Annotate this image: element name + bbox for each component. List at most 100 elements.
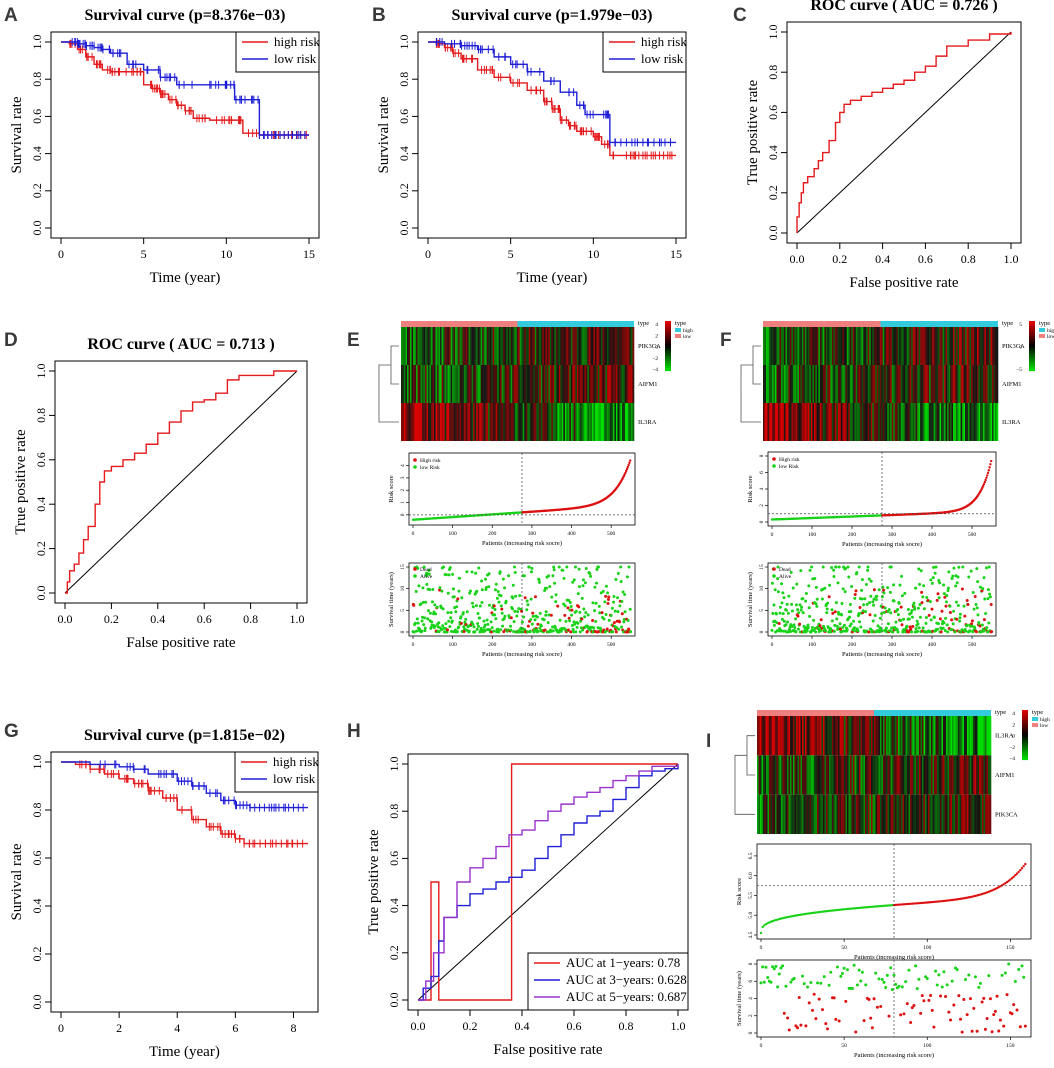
heat-cell <box>788 794 791 834</box>
surv-y-tick-label: 10 <box>400 586 406 592</box>
survival-point <box>957 565 961 569</box>
heat-cell <box>926 794 929 834</box>
heat-cell <box>867 403 870 441</box>
panel-H: 0.0 0.2 0.4 0.6 0.8 1.00.00.20.40.60.81.0Fals… <box>366 753 689 1058</box>
heat-cell <box>968 755 971 795</box>
heat-cell <box>776 794 779 834</box>
heat-cell <box>494 327 497 365</box>
survival-point <box>462 629 466 633</box>
heat-cell <box>879 327 882 365</box>
heat-cell <box>929 755 932 795</box>
survival-point <box>551 629 555 633</box>
heat-cell <box>908 327 910 365</box>
heat-cell <box>807 365 810 403</box>
heat-cell <box>950 403 952 441</box>
heat-cell <box>821 794 824 834</box>
heat-cell <box>509 403 512 441</box>
heat-cell <box>801 327 804 365</box>
heat-cell <box>929 403 931 441</box>
survival-point <box>860 588 864 592</box>
heat-cell <box>608 403 611 441</box>
risk-point <box>1020 867 1024 870</box>
survival-point <box>814 585 818 589</box>
heat-cell <box>888 403 891 441</box>
surv-y-title: Survival time (years) <box>747 572 754 627</box>
heat-cell <box>420 365 423 403</box>
survival-point <box>887 608 891 612</box>
y-tick-label: 0.6 <box>30 109 44 124</box>
heat-cell <box>937 794 939 834</box>
heat-cell <box>779 794 782 834</box>
type-bar-high <box>517 321 634 327</box>
heat-cell <box>871 716 873 756</box>
survival-point <box>839 974 843 978</box>
survival-point <box>606 598 610 602</box>
heat-cell <box>783 365 786 403</box>
type-label-high: high <box>1047 328 1054 334</box>
heat-cell <box>455 327 457 365</box>
survival-point <box>841 587 845 591</box>
survival-point <box>485 618 489 622</box>
heat-cell <box>976 716 978 756</box>
survival-point <box>603 600 607 604</box>
heat-cell <box>850 794 852 834</box>
survival-point <box>872 997 876 1001</box>
survival-point <box>776 985 780 989</box>
heat-cell <box>516 365 519 403</box>
risk-point <box>987 469 990 472</box>
heat-cell <box>787 755 789 795</box>
heat-cell <box>782 403 785 441</box>
heat-cell <box>582 327 585 365</box>
risk-x-tick-label: 300 <box>528 531 537 537</box>
survival-point <box>448 625 452 629</box>
survival-point <box>525 608 529 612</box>
heat-cell <box>842 403 845 441</box>
heat-cell <box>852 403 855 441</box>
heat-cell <box>834 365 837 403</box>
heat-cell <box>920 365 922 403</box>
survival-point <box>490 626 494 630</box>
survival-point <box>509 628 513 632</box>
survival-point <box>412 603 416 607</box>
heat-cell <box>614 403 617 441</box>
heat-cell <box>815 403 818 441</box>
survival-point <box>602 617 606 621</box>
survival-point <box>512 630 516 634</box>
heat-cell <box>858 327 861 365</box>
heat-cell <box>813 403 816 441</box>
heat-cell <box>504 403 507 441</box>
survival-point <box>938 581 942 585</box>
survival-point <box>816 981 820 985</box>
heat-cell <box>441 403 444 441</box>
survival-point <box>899 1013 903 1017</box>
survival-point <box>925 977 929 981</box>
heat-cell <box>874 755 876 795</box>
survival-point <box>497 630 501 634</box>
heat-cell <box>779 327 782 365</box>
heat-cell <box>943 755 945 795</box>
risk-y-title: Risk score <box>736 878 743 905</box>
survival-point <box>772 623 776 627</box>
heat-cell <box>450 365 453 403</box>
survival-point <box>623 592 627 596</box>
survival-point <box>873 613 877 617</box>
survival-point <box>415 617 419 621</box>
survival-point <box>449 610 453 614</box>
survival-point <box>890 988 894 992</box>
survival-point <box>454 610 458 614</box>
heat-cell <box>811 794 813 834</box>
heat-cell <box>938 794 941 834</box>
survival-point <box>897 601 901 605</box>
surv-y-tick-label: 10 <box>759 586 765 592</box>
survival-point <box>869 579 873 583</box>
heat-cell <box>440 365 442 403</box>
survival-point <box>832 574 836 578</box>
survival-point <box>412 630 416 634</box>
survival-point <box>798 622 802 626</box>
heat-cell <box>894 365 897 403</box>
survival-point <box>916 606 920 610</box>
survival-point <box>818 624 822 628</box>
heat-cell <box>548 327 551 365</box>
heat-cell <box>964 755 966 795</box>
heat-cell <box>542 327 545 365</box>
